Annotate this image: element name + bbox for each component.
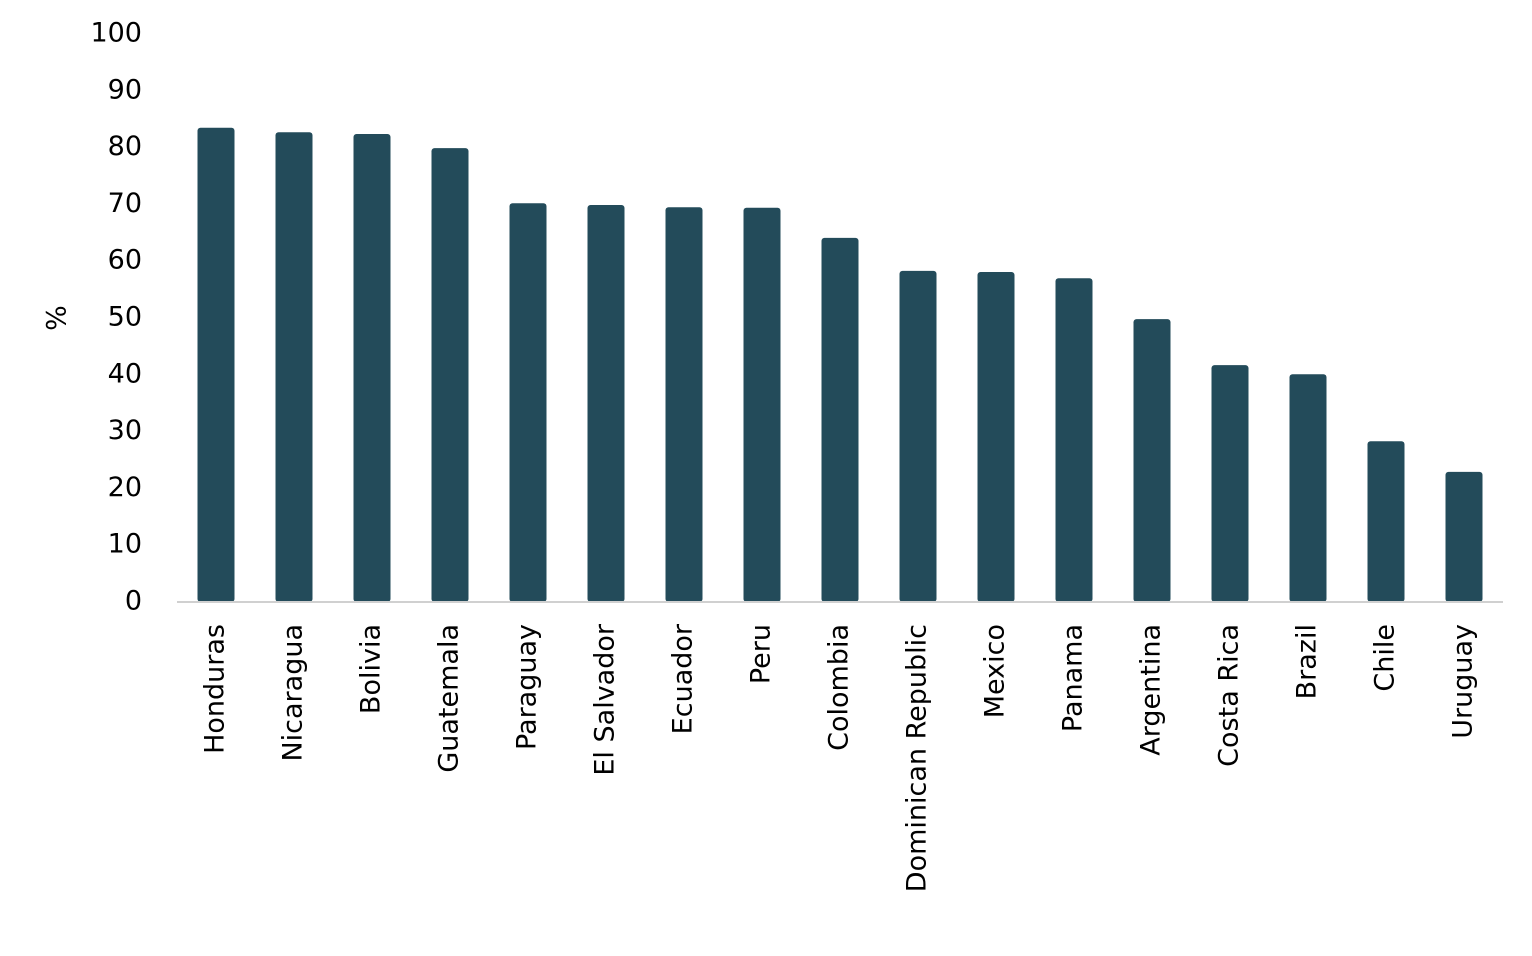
x-tick-label: Mexico	[980, 624, 1011, 718]
x-tick-label: Honduras	[200, 624, 231, 754]
x-tick-label: Nicaragua	[278, 624, 309, 762]
bar	[353, 133, 391, 602]
bar	[431, 148, 469, 602]
y-axis-label: %	[42, 305, 73, 331]
y-tick-label: 80	[108, 131, 142, 162]
bar	[1055, 278, 1093, 602]
bar	[1289, 374, 1327, 602]
x-tick-label: Colombia	[824, 624, 855, 751]
y-tick-label: 30	[108, 415, 142, 446]
bar	[1133, 319, 1171, 602]
y-tick-label: 50	[108, 302, 142, 333]
bar	[1211, 365, 1249, 602]
x-tick-label: Guatemala	[434, 624, 465, 773]
x-tick-label: Chile	[1370, 624, 1401, 692]
bar	[1445, 471, 1483, 602]
y-tick-label: 40	[108, 358, 142, 389]
bar	[899, 270, 937, 602]
x-tick-label: Brazil	[1292, 624, 1323, 699]
y-tick-label: 60	[108, 245, 142, 276]
y-tick-label: 70	[108, 188, 142, 219]
bar	[275, 132, 313, 603]
x-tick-label: Paraguay	[512, 624, 543, 750]
y-tick-label: 20	[108, 472, 142, 503]
x-tick-label: Panama	[1058, 624, 1089, 732]
x-tick-label: Costa Rica	[1214, 624, 1245, 767]
x-tick-label: El Salvador	[590, 623, 621, 776]
bar	[197, 127, 235, 602]
y-tick-label: 90	[108, 74, 142, 105]
y-tick-label: 0	[125, 586, 142, 617]
bar	[1367, 441, 1405, 602]
y-tick-label: 10	[108, 529, 142, 560]
bar	[587, 204, 625, 602]
bar	[665, 207, 703, 603]
x-tick-label: Dominican Republic	[902, 624, 933, 892]
bar	[509, 203, 547, 603]
x-tick-label: Argentina	[1136, 624, 1167, 756]
bar	[977, 271, 1015, 602]
y-tick-label: 100	[90, 18, 142, 49]
bar	[743, 207, 781, 603]
x-tick-label: Uruguay	[1448, 624, 1479, 739]
x-tick-label: Bolivia	[356, 624, 387, 714]
x-tick-label: Peru	[746, 624, 777, 684]
bar	[821, 237, 859, 603]
x-tick-label: Ecuador	[668, 623, 699, 734]
